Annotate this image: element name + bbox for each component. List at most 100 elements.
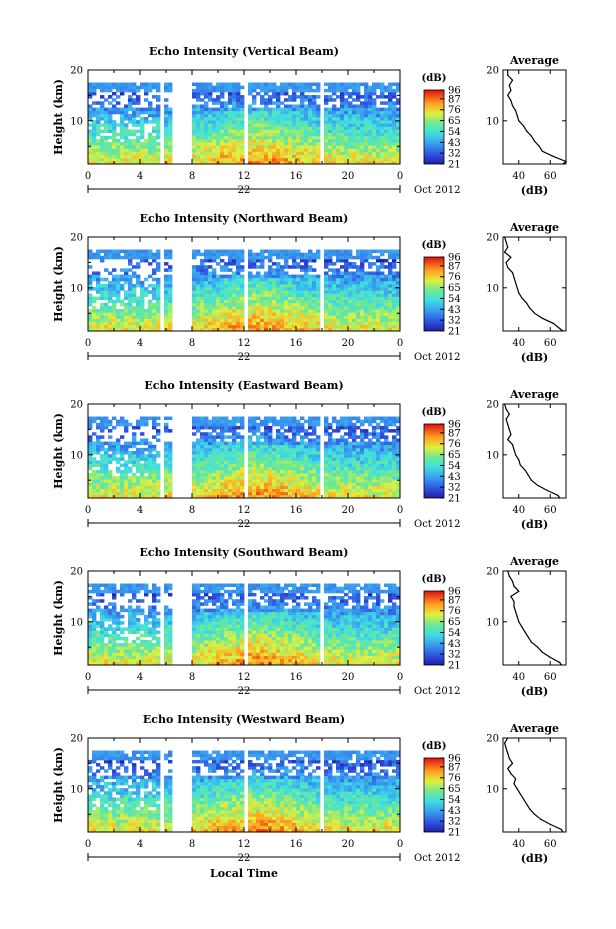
heatmap-cell bbox=[356, 129, 361, 134]
heatmap-cell bbox=[228, 318, 233, 322]
heatmap-cell bbox=[384, 284, 389, 288]
heatmap-cell bbox=[260, 457, 265, 461]
heatmap-cell bbox=[252, 416, 257, 421]
heatmap-cell bbox=[228, 476, 233, 480]
heatmap-cell bbox=[252, 135, 257, 140]
heatmap-cell bbox=[128, 151, 133, 155]
heatmap-cell bbox=[108, 429, 113, 433]
heatmap-cell bbox=[232, 252, 237, 257]
heatmap-cell bbox=[304, 113, 309, 118]
heatmap-cell bbox=[120, 451, 125, 455]
heatmap-cell bbox=[396, 255, 401, 260]
profile-point bbox=[508, 84, 510, 86]
heatmap-cell bbox=[232, 444, 237, 449]
heatmap-cell bbox=[360, 472, 365, 477]
heatmap-cell bbox=[368, 249, 373, 254]
heatmap-cell bbox=[108, 107, 113, 112]
heatmap-cell bbox=[288, 154, 293, 159]
heatmap-cell bbox=[92, 472, 97, 477]
heatmap-cell bbox=[340, 274, 345, 279]
heatmap-cell bbox=[328, 435, 333, 439]
heatmap-cell bbox=[356, 482, 361, 486]
heatmap-cell bbox=[200, 463, 205, 468]
heatmap-cell bbox=[340, 454, 345, 458]
heatmap-cell bbox=[312, 432, 317, 436]
heatmap-cell bbox=[256, 476, 261, 480]
heatmap-cell bbox=[252, 466, 257, 471]
heatmap-cell bbox=[344, 309, 349, 313]
heatmap-cell bbox=[92, 85, 97, 90]
profile-point bbox=[507, 69, 509, 71]
profile-point bbox=[513, 277, 515, 279]
heatmap-cell bbox=[368, 101, 373, 105]
heatmap-cell bbox=[380, 129, 385, 134]
heatmap-cell bbox=[292, 249, 297, 254]
heatmap-cell bbox=[324, 454, 329, 458]
heatmap-cell bbox=[376, 438, 381, 442]
heatmap-cell bbox=[296, 88, 301, 93]
heatmap-cell bbox=[208, 98, 213, 102]
heatmap-cell bbox=[376, 85, 381, 90]
heatmap-cell bbox=[116, 252, 121, 257]
heatmap-cell bbox=[256, 145, 261, 149]
heatmap-cell bbox=[364, 488, 369, 493]
heatmap-cell bbox=[324, 258, 329, 263]
heatmap-cell bbox=[156, 321, 161, 326]
profile-x-tick-label: 40 bbox=[512, 338, 525, 349]
heatmap-cell bbox=[332, 262, 337, 266]
heatmap-cell bbox=[148, 494, 153, 499]
heatmap-cell bbox=[92, 416, 97, 421]
heatmap-cell bbox=[240, 160, 245, 165]
heatmap-cell bbox=[164, 463, 169, 468]
heatmap-cell bbox=[304, 290, 309, 294]
x-tick-label: 0 bbox=[85, 338, 91, 349]
heatmap-cell bbox=[256, 135, 261, 140]
heatmap-cell bbox=[156, 293, 161, 297]
heatmap-cell bbox=[268, 447, 273, 452]
heatmap-cell bbox=[132, 472, 137, 477]
heatmap-cell bbox=[232, 466, 237, 471]
heatmap-cell bbox=[292, 284, 297, 288]
heatmap-cell bbox=[148, 154, 153, 159]
heatmap-cell bbox=[260, 472, 265, 477]
heatmap-cell bbox=[308, 284, 313, 288]
heatmap-cell bbox=[132, 460, 137, 464]
heatmap-cell bbox=[220, 85, 225, 90]
heatmap-cell bbox=[396, 88, 401, 93]
heatmap-cell bbox=[168, 290, 173, 294]
heatmap-cell bbox=[384, 293, 389, 297]
heatmap-cell bbox=[296, 425, 301, 430]
heatmap-cell bbox=[348, 151, 353, 155]
heatmap-cell bbox=[360, 290, 365, 294]
heatmap-cell bbox=[304, 274, 309, 279]
heatmap-cell bbox=[300, 138, 305, 143]
heatmap-cell bbox=[152, 469, 157, 474]
heatmap-cell bbox=[124, 274, 129, 279]
heatmap-cell bbox=[352, 82, 357, 87]
heatmap-cell bbox=[300, 265, 305, 269]
heatmap-cell bbox=[360, 444, 365, 449]
heatmap-cell bbox=[280, 132, 285, 137]
heatmap-cell bbox=[284, 145, 289, 149]
heatmap-cell bbox=[120, 151, 125, 155]
heatmap-cell bbox=[328, 129, 333, 134]
heatmap-cell bbox=[208, 432, 213, 436]
heatmap-cell bbox=[192, 318, 197, 322]
heatmap-cell bbox=[116, 485, 121, 489]
heatmap-cell bbox=[384, 101, 389, 105]
heatmap-cell bbox=[140, 290, 145, 294]
heatmap-cell bbox=[316, 315, 321, 319]
heatmap-cell bbox=[328, 318, 333, 322]
heatmap-cell bbox=[344, 160, 349, 165]
heatmap-cell bbox=[128, 120, 133, 124]
heatmap-cell bbox=[164, 429, 169, 433]
heatmap-cell bbox=[268, 252, 273, 257]
heatmap-cell bbox=[120, 268, 125, 272]
heatmap-cell bbox=[288, 419, 293, 424]
heatmap-cell bbox=[276, 293, 281, 297]
heatmap-cell bbox=[276, 157, 281, 162]
heatmap-cell bbox=[204, 95, 209, 99]
heatmap-cell bbox=[248, 160, 253, 165]
heatmap-cell bbox=[156, 327, 161, 332]
heatmap-cell bbox=[132, 98, 137, 102]
